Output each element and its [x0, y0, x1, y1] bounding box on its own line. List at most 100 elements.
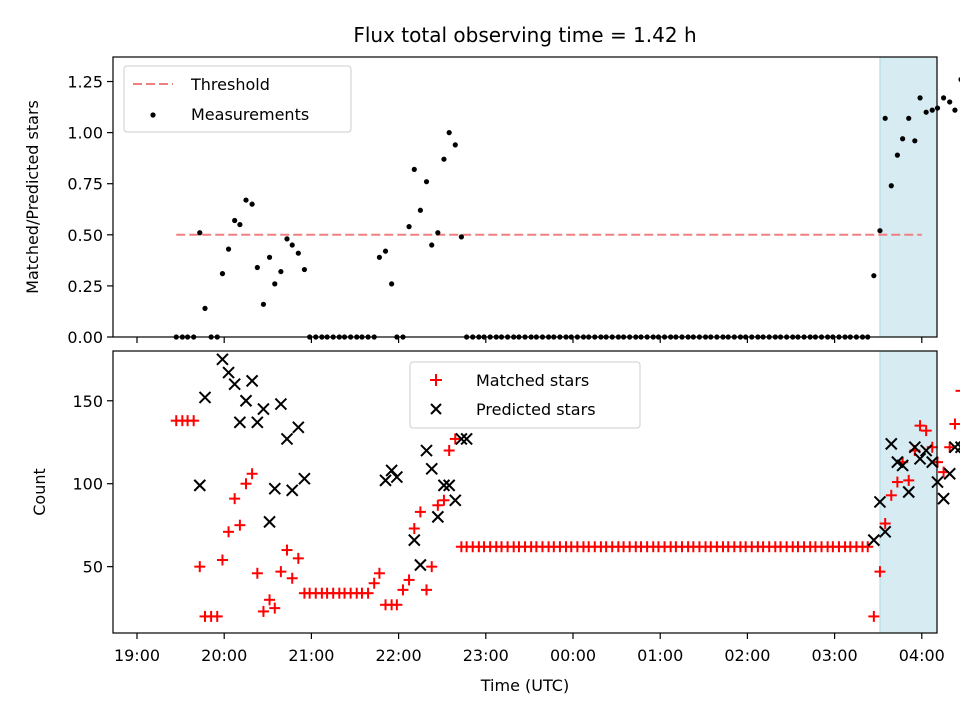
predicted-star-point — [292, 421, 305, 434]
measurement-point — [382, 248, 389, 254]
predicted-star-point — [885, 437, 898, 451]
predicted-star-point — [896, 459, 909, 472]
measurement-point — [417, 207, 423, 213]
predicted-star-point — [954, 441, 960, 454]
measurement-point — [301, 266, 308, 273]
y-tick-label: 1.25 — [67, 73, 103, 92]
matched-star-point — [421, 584, 433, 596]
predicted-star-point — [257, 402, 270, 416]
predicted-star-point — [455, 432, 468, 446]
predicted-star-point — [245, 374, 259, 388]
matched-star-point — [240, 478, 252, 490]
matched-star-point — [944, 441, 956, 453]
matched-star-point — [264, 594, 276, 606]
matched-star-point — [949, 418, 960, 430]
matched-star-point — [292, 552, 304, 564]
legend-matched-swatch — [430, 374, 442, 386]
measurement-point — [266, 254, 273, 260]
legend-predicted-label: Predicted stars — [476, 400, 596, 419]
y-tick-label: 50 — [83, 558, 103, 577]
predicted-star-point — [233, 416, 247, 429]
matched-star-point — [223, 526, 235, 538]
top-x-axis-ticks — [136, 337, 923, 343]
legend-predicted-swatch — [430, 403, 442, 415]
measurement-point — [947, 99, 953, 105]
predicted-star-point — [228, 377, 241, 391]
matched-star-point — [257, 605, 269, 617]
predicted-star-point — [268, 482, 281, 495]
measurement-point — [929, 107, 935, 113]
measurement-point — [877, 228, 883, 234]
measurement-point — [941, 95, 947, 101]
measurement-point — [912, 138, 918, 144]
matched-star-point — [955, 389, 960, 392]
matched-star-point — [432, 499, 444, 511]
matched-star-point — [903, 474, 915, 486]
predicted-star-point — [425, 462, 438, 475]
matched-star-point — [868, 610, 880, 622]
top-legend: Threshold Measurements — [123, 65, 352, 133]
matched-star-point — [281, 544, 293, 556]
measurement-point — [923, 109, 929, 115]
top-highlight-span — [879, 56, 938, 338]
measurement-point — [429, 242, 435, 248]
predicted-star-point — [263, 515, 276, 529]
predicted-star-point — [239, 394, 253, 407]
predicted-stars-series — [193, 353, 960, 572]
measurement-point — [232, 217, 238, 224]
measurement-point — [219, 271, 226, 277]
predicted-star-point — [902, 485, 915, 499]
predicted-star-point — [414, 558, 427, 572]
matched-star-point — [879, 518, 891, 530]
matched-star-point — [368, 577, 380, 589]
x-tick-label: 00:00 — [550, 646, 596, 665]
predicted-star-point — [379, 474, 392, 487]
measurement-point — [237, 221, 243, 228]
measurement-point — [284, 236, 290, 242]
bottom-y-axis-ticks: 50 100 150 — [72, 392, 113, 577]
x-tick-label: 01:00 — [637, 646, 683, 665]
matched-star-point — [403, 574, 415, 586]
x-tick-label: 21:00 — [288, 646, 334, 665]
matched-star-point — [885, 489, 897, 501]
matched-star-point — [408, 522, 420, 534]
y-tick-label: 1.00 — [67, 124, 103, 143]
measurement-point — [202, 305, 208, 311]
measurement-point — [871, 273, 877, 279]
matched-star-point — [234, 519, 246, 531]
predicted-star-point — [943, 467, 956, 480]
y-tick-label: 0.50 — [67, 226, 103, 245]
matched-star-point — [391, 599, 403, 611]
matched-star-point — [414, 506, 426, 518]
predicted-star-point — [442, 479, 456, 492]
matched-star-point — [269, 602, 281, 614]
y-tick-label: 0.00 — [67, 328, 103, 347]
bottom-x-axis-ticks: 19:00 20:00 21:00 22:00 23:00 00:00 01:00 02:00… — [114, 633, 945, 665]
bottom-panel: 50 100 150 19:00 20:00 21:00 22:00 23:00 00:00 0… — [30, 350, 960, 695]
predicted-star-point — [193, 479, 206, 492]
matched-star-point — [373, 567, 385, 579]
predicted-star-point — [908, 441, 922, 454]
measurement-point — [278, 268, 284, 275]
measurement-point — [906, 115, 912, 121]
y-tick-label: 150 — [72, 392, 103, 411]
matched-star-point — [216, 554, 228, 566]
bottom-y-axis-label: Count — [30, 468, 49, 516]
measurement-point — [435, 230, 441, 236]
matched-stars-series — [170, 389, 960, 622]
measurement-point — [952, 107, 958, 113]
x-tick-label: 20:00 — [201, 646, 247, 665]
matched-star-point — [246, 468, 258, 480]
top-y-axis-ticks: 0.00 0.25 0.50 0.75 1.00 1.25 — [67, 73, 113, 347]
measurement-point — [376, 254, 383, 260]
matched-star-point — [874, 566, 886, 578]
measurement-point — [295, 250, 301, 256]
bottom-legend: Matched stars Predicted stars — [409, 361, 641, 429]
measurement-point — [888, 183, 894, 189]
y-tick-label: 100 — [72, 475, 103, 494]
legend-measurements-label: Measurements — [191, 105, 309, 124]
predicted-star-point — [926, 455, 939, 469]
bottom-axes-frame — [112, 350, 938, 634]
legend-threshold-label: Threshold — [190, 75, 270, 94]
x-tick-label: 02:00 — [724, 646, 770, 665]
